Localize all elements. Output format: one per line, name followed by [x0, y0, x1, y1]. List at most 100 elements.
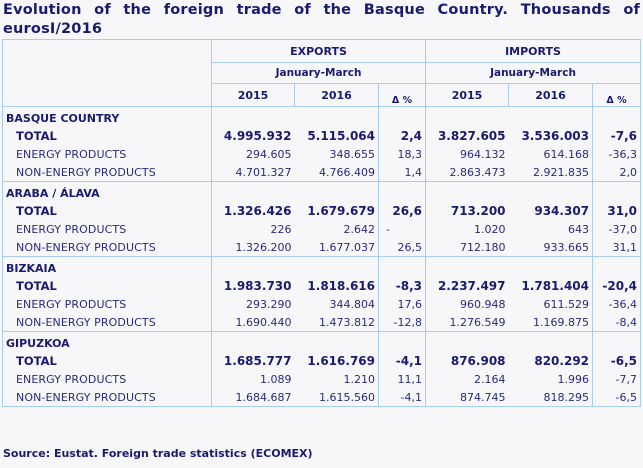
imports-delta-value: -36,4: [592, 295, 642, 313]
row-label: NON-ENERGY PRODUCTS: [2, 388, 212, 407]
exports-2015-value: 294.605: [246, 147, 292, 161]
exports-2015-value: 226: [270, 222, 292, 236]
table-row: NON-ENERGY PRODUCTS 1.690.440 1.473.812 …: [2, 313, 642, 332]
exports-delta-value: 18,3: [377, 145, 427, 163]
exports-2016-value: 1.677.037: [319, 240, 375, 254]
imports-header: IMPORTS: [425, 39, 642, 63]
table-row: ENERGY PRODUCTS 294.605 348.655 18,3 964…: [2, 145, 642, 163]
exports-2016-value: 1.616.769: [307, 354, 375, 368]
row-label: NON-ENERGY PRODUCTS: [2, 313, 212, 332]
imports-delta-value: -7,6: [592, 127, 642, 145]
imports-2016-value: 933.665: [543, 240, 590, 254]
table-row: ENERGY PRODUCTS 293.290 344.804 17,6 960…: [2, 295, 642, 313]
imports-2016-value: 818.295: [543, 390, 590, 404]
imports-delta-header: Δ %: [592, 83, 642, 107]
imports-2016-value: 614.168: [543, 147, 590, 161]
row-label: ENERGY PRODUCTS: [2, 145, 212, 163]
foreign-trade-table: EXPORTS IMPORTS January-March January-Ma…: [2, 39, 642, 407]
row-label: TOTAL: [2, 127, 212, 145]
row-label: NON-ENERGY PRODUCTS: [2, 163, 212, 182]
imports-2015-value: 964.132: [460, 147, 506, 161]
imports-2016-value: 611.529: [543, 297, 590, 311]
region-name: ARABA / ÁLAVA: [2, 181, 212, 202]
imports-2015-value: 713.200: [450, 204, 506, 218]
exports-delta-value: 2,4: [377, 127, 427, 145]
row-label: ENERGY PRODUCTS: [2, 295, 212, 313]
imports-2016-value: 643: [568, 222, 590, 236]
imports-2015-value: 1.276.549: [449, 315, 506, 329]
exports-delta-value: -4,1: [377, 388, 427, 407]
imports-2015-value: 712.180: [460, 240, 506, 254]
row-label: TOTAL: [2, 202, 212, 220]
page-title: Evolution of the foreign trade of the Ba…: [3, 2, 640, 37]
exports-delta-value: 26,6: [377, 202, 427, 220]
exports-2016-value: 1.473.812: [319, 315, 375, 329]
exports-2016-value: 348.655: [329, 147, 376, 161]
imports-2016-value: 1.996: [557, 372, 590, 386]
region-bizkaia: BIZKAIA TOTAL 1.983.730 1.818.616 -8,3 2…: [2, 256, 642, 332]
imports-2015-value: 876.908: [450, 354, 506, 368]
imports-year-2015: 2015: [425, 83, 510, 107]
exports-2015-value: 1.685.777: [223, 354, 292, 368]
imports-delta-value: 31,0: [592, 202, 642, 220]
imports-2015-value: 2.863.473: [449, 165, 506, 179]
exports-2016-value: 1.615.560: [319, 390, 375, 404]
imports-period: January-March: [425, 62, 642, 84]
imports-year-2016: 2016: [508, 83, 594, 107]
imports-2016-value: 820.292: [534, 354, 590, 368]
imports-2016-value: 1.781.404: [521, 279, 590, 293]
region-gipuzkoa: GIPUZKOA TOTAL 1.685.777 1.616.769 -4,1 …: [2, 331, 642, 407]
row-label: NON-ENERGY PRODUCTS: [2, 238, 212, 257]
exports-2015-value: 4.995.932: [223, 129, 292, 143]
imports-delta-value: -37,0: [592, 220, 642, 238]
exports-delta-value: 1,4: [377, 163, 427, 182]
exports-2015-value: 1.983.730: [223, 279, 292, 293]
table-row: ENERGY PRODUCTS 226 2.642 - 1.020 643 -3…: [2, 220, 642, 238]
table-row: TOTAL 1.983.730 1.818.616 -8,3 2.237.497…: [2, 277, 642, 295]
imports-2015-value: 2.237.497: [437, 279, 506, 293]
imports-2016-value: 934.307: [534, 204, 590, 218]
table-row: TOTAL 1.326.426 1.679.679 26,6 713.200 9…: [2, 202, 642, 220]
exports-delta-value: -4,1: [377, 352, 427, 370]
imports-2015-value: 874.745: [460, 390, 506, 404]
imports-2015-value: 2.164: [474, 372, 506, 386]
source-note: Source: Eustat. Foreign trade statistics…: [3, 447, 313, 460]
table-row: TOTAL 1.685.777 1.616.769 -4,1 876.908 8…: [2, 352, 642, 370]
exports-2015-value: 1.326.200: [235, 240, 292, 254]
region-name: GIPUZKOA: [2, 331, 212, 352]
exports-delta-header: Δ %: [377, 83, 427, 107]
table-row: NON-ENERGY PRODUCTS 4.701.327 4.766.409 …: [2, 163, 642, 182]
exports-2016-value: 4.766.409: [319, 165, 375, 179]
table-row: NON-ENERGY PRODUCTS 1.326.200 1.677.037 …: [2, 238, 642, 257]
exports-delta-value: -8,3: [377, 277, 427, 295]
imports-2016-value: 3.536.003: [521, 129, 590, 143]
exports-delta-value: 17,6: [377, 295, 427, 313]
imports-2016-value: 1.169.875: [533, 315, 590, 329]
imports-delta-value: 31,1: [592, 238, 642, 257]
region-name: BASQUE COUNTRY: [2, 106, 212, 127]
row-label: ENERGY PRODUCTS: [2, 220, 212, 238]
exports-year-2016: 2016: [294, 83, 379, 107]
exports-delta-value: -12,8: [377, 313, 427, 332]
row-label: TOTAL: [2, 352, 212, 370]
exports-delta-value: 11,1: [377, 370, 427, 388]
header-empty-cell: [2, 39, 212, 107]
imports-2015-value: 1.020: [474, 222, 506, 236]
imports-delta-value: 2,0: [592, 163, 642, 182]
imports-2016-value: 2.921.835: [533, 165, 590, 179]
exports-header: EXPORTS: [210, 39, 427, 63]
table-row: NON-ENERGY PRODUCTS 1.684.687 1.615.560 …: [2, 388, 642, 407]
table-row: ENERGY PRODUCTS 1.089 1.210 11,1 2.164 1…: [2, 370, 642, 388]
region-araba-alava: ARABA / ÁLAVA TOTAL 1.326.426 1.679.679 …: [2, 181, 642, 257]
exports-year-2015: 2015: [211, 83, 295, 107]
exports-2015-value: 293.290: [246, 297, 292, 311]
imports-delta-value: -6,5: [592, 388, 642, 407]
region-name: BIZKAIA: [2, 256, 212, 277]
exports-2016-value: 1.210: [343, 372, 376, 386]
exports-2015-value: 1.684.687: [235, 390, 292, 404]
exports-delta-value: -: [377, 220, 427, 238]
imports-2015-value: 960.948: [460, 297, 506, 311]
exports-2015-value: 4.701.327: [235, 165, 292, 179]
exports-period: January-March: [210, 62, 427, 84]
imports-delta-value: -6,5: [592, 352, 642, 370]
